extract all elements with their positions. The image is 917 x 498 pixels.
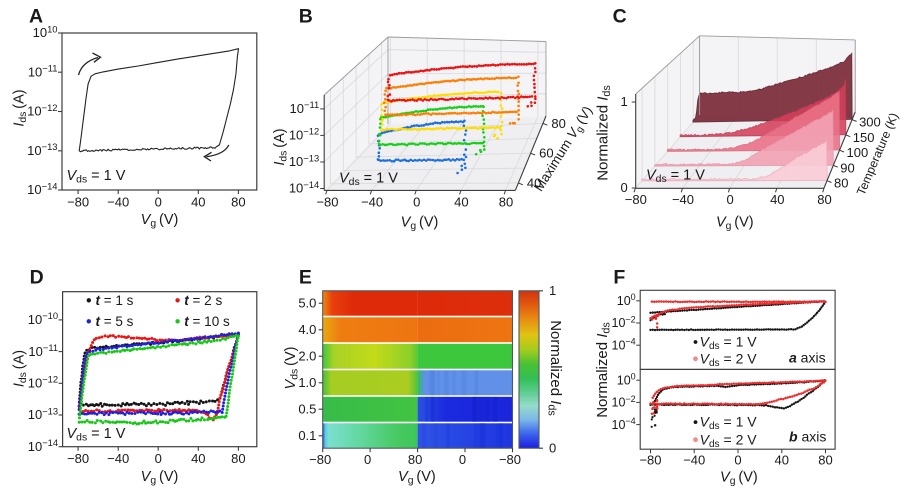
svg-text:−40: −40 bbox=[683, 453, 705, 468]
svg-text:Normalized Ids: Normalized Ids bbox=[545, 320, 564, 416]
svg-text:Vds = 1 V: Vds = 1 V bbox=[67, 426, 126, 444]
svg-text:−80: −80 bbox=[625, 192, 647, 207]
svg-text:0: 0 bbox=[364, 452, 371, 467]
svg-text:−80: −80 bbox=[499, 452, 521, 467]
svg-text:40: 40 bbox=[191, 451, 205, 466]
svg-text:a axis: a axis bbox=[789, 350, 826, 366]
svg-text:Vg (V): Vg (V) bbox=[398, 469, 436, 487]
svg-text:0: 0 bbox=[413, 194, 420, 209]
svg-text:80: 80 bbox=[551, 116, 565, 131]
svg-text:0: 0 bbox=[459, 452, 466, 467]
svg-text:Vds = 1 V: Vds = 1 V bbox=[339, 171, 398, 189]
svg-text:80: 80 bbox=[818, 453, 832, 468]
svg-text:Ids (A): Ids (A) bbox=[12, 350, 30, 387]
svg-text:80: 80 bbox=[817, 192, 831, 207]
svg-text:0: 0 bbox=[155, 194, 162, 209]
svg-text:80: 80 bbox=[231, 451, 245, 466]
svg-text:−80: −80 bbox=[316, 194, 338, 209]
svg-text:t = 1 s: t = 1 s bbox=[96, 293, 134, 308]
svg-text:D: D bbox=[30, 266, 44, 288]
svg-text:Vds = 1 V: Vds = 1 V bbox=[646, 168, 705, 186]
svg-text:80: 80 bbox=[231, 194, 245, 209]
svg-text:Vds = 1 V: Vds = 1 V bbox=[700, 414, 758, 433]
svg-text:0.1: 0.1 bbox=[298, 428, 316, 443]
svg-text:−40: −40 bbox=[361, 194, 383, 209]
svg-text:90: 90 bbox=[840, 160, 854, 175]
svg-text:1: 1 bbox=[549, 283, 556, 298]
svg-text:F: F bbox=[613, 266, 625, 288]
svg-text:80: 80 bbox=[834, 176, 848, 191]
svg-text:1: 1 bbox=[620, 94, 627, 109]
svg-text:5.0: 5.0 bbox=[298, 296, 316, 311]
svg-text:0: 0 bbox=[727, 192, 734, 207]
svg-text:Vds = 2 V: Vds = 2 V bbox=[700, 431, 758, 450]
svg-text:Ids (A): Ids (A) bbox=[272, 128, 290, 165]
svg-text:−40: −40 bbox=[107, 451, 129, 466]
svg-text:100: 100 bbox=[847, 145, 869, 160]
svg-text:40: 40 bbox=[775, 453, 789, 468]
svg-text:−80: −80 bbox=[67, 194, 89, 209]
svg-text:Vg (V): Vg (V) bbox=[720, 470, 758, 488]
svg-text:Vg (V): Vg (V) bbox=[716, 215, 754, 233]
svg-text:A: A bbox=[29, 5, 43, 27]
svg-text:0.5: 0.5 bbox=[298, 402, 316, 417]
svg-text:0: 0 bbox=[155, 451, 162, 466]
svg-text:t = 2 s: t = 2 s bbox=[184, 293, 222, 308]
svg-text:Vg (V): Vg (V) bbox=[141, 212, 179, 230]
svg-text:0: 0 bbox=[620, 180, 627, 195]
svg-text:40: 40 bbox=[770, 192, 784, 207]
svg-text:t = 5 s: t = 5 s bbox=[96, 314, 134, 329]
svg-text:t = 10 s: t = 10 s bbox=[184, 314, 230, 329]
svg-text:Vds (V): Vds (V) bbox=[283, 347, 301, 390]
svg-text:Vds = 1 V: Vds = 1 V bbox=[700, 334, 758, 353]
svg-text:40: 40 bbox=[454, 194, 468, 209]
svg-text:40: 40 bbox=[191, 194, 205, 209]
svg-text:4.0: 4.0 bbox=[298, 322, 316, 337]
svg-text:300: 300 bbox=[859, 115, 881, 130]
svg-text:150: 150 bbox=[853, 130, 875, 145]
svg-text:Normalized Ids: Normalized Ids bbox=[594, 322, 613, 418]
svg-text:−40: −40 bbox=[107, 194, 129, 209]
svg-text:−80: −80 bbox=[309, 452, 331, 467]
svg-text:−80: −80 bbox=[67, 451, 89, 466]
svg-text:Ids (A): Ids (A) bbox=[12, 89, 30, 126]
svg-text:b axis: b axis bbox=[789, 429, 826, 445]
svg-text:B: B bbox=[299, 5, 313, 27]
svg-text:1.0: 1.0 bbox=[298, 375, 316, 390]
svg-text:−80: −80 bbox=[639, 453, 661, 468]
svg-text:0: 0 bbox=[734, 453, 741, 468]
svg-text:E: E bbox=[299, 266, 312, 288]
svg-text:2.0: 2.0 bbox=[298, 349, 316, 364]
svg-text:80: 80 bbox=[499, 194, 513, 209]
svg-text:Vg (V): Vg (V) bbox=[401, 215, 439, 233]
svg-text:80: 80 bbox=[408, 452, 422, 467]
svg-text:60: 60 bbox=[539, 146, 553, 161]
svg-text:−40: −40 bbox=[672, 192, 694, 207]
svg-text:Vds = 2 V: Vds = 2 V bbox=[700, 350, 758, 369]
svg-text:0: 0 bbox=[549, 441, 556, 456]
svg-text:Vds = 1 V: Vds = 1 V bbox=[67, 168, 126, 186]
svg-text:C: C bbox=[613, 5, 627, 27]
svg-text:Vg (V): Vg (V) bbox=[141, 469, 179, 487]
svg-text:40: 40 bbox=[527, 175, 541, 190]
svg-text:Normalized Ids: Normalized Ids bbox=[595, 85, 614, 181]
